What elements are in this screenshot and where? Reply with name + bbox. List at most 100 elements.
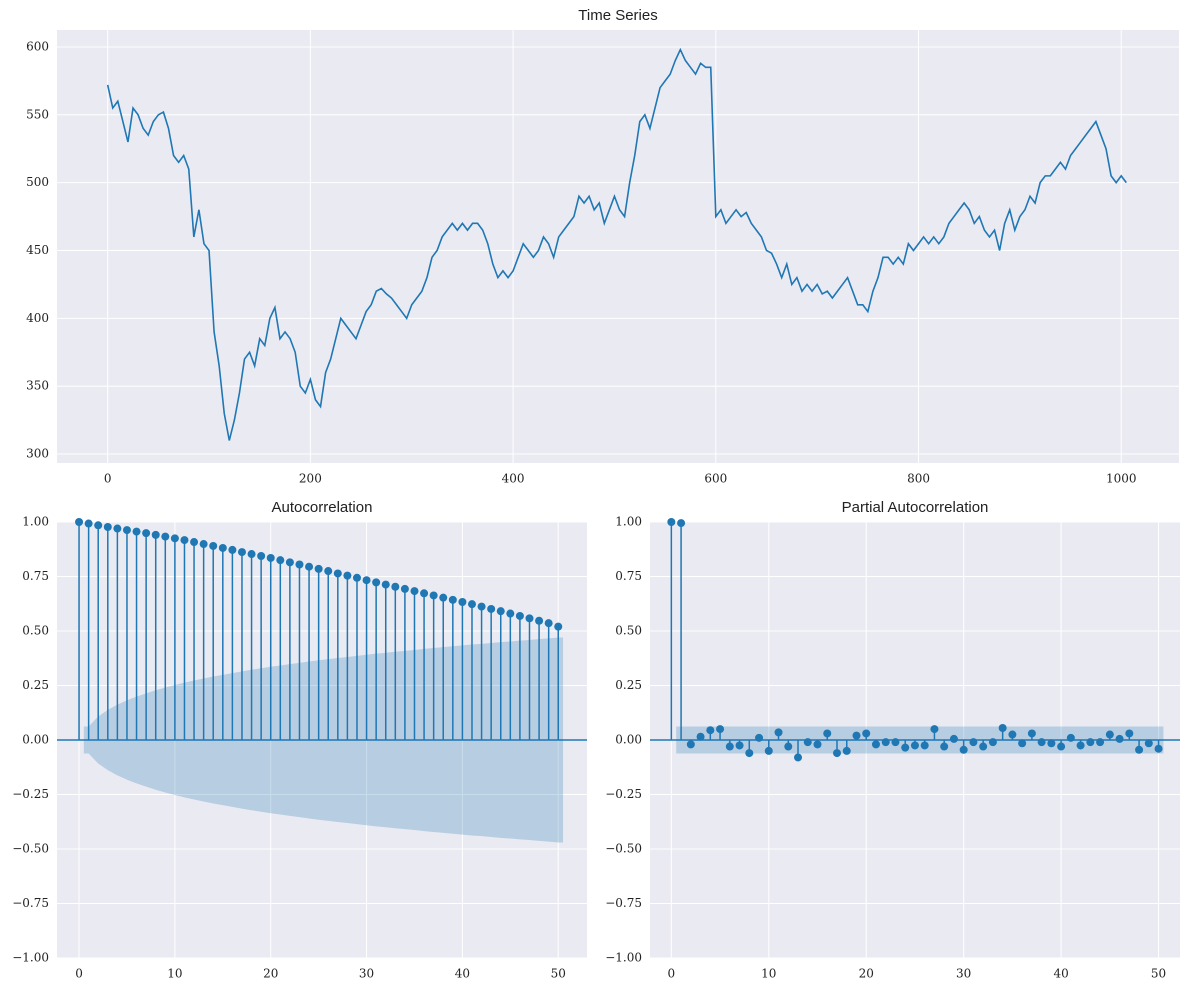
stem-marker xyxy=(132,527,141,536)
stem-marker xyxy=(1086,738,1095,747)
stem-marker xyxy=(190,538,199,547)
stem-marker xyxy=(170,534,179,543)
stem-marker xyxy=(161,532,170,541)
stem-marker xyxy=(1076,741,1085,750)
stem-marker xyxy=(420,589,429,598)
stem-marker xyxy=(515,611,524,620)
stem-marker xyxy=(774,728,783,737)
plot-area xyxy=(57,30,1179,463)
stem-marker xyxy=(852,731,861,740)
y-tick-label: −0.75 xyxy=(12,896,49,910)
chart-title: Time Series xyxy=(578,7,657,24)
stem-marker xyxy=(535,616,544,625)
y-tick-label: 300 xyxy=(26,447,49,461)
stem-marker xyxy=(1154,744,1163,753)
stem-marker xyxy=(266,553,275,562)
stem-marker xyxy=(496,607,505,616)
stem-marker xyxy=(362,576,371,585)
stem-marker xyxy=(180,536,189,545)
stem-marker xyxy=(1008,730,1017,739)
stem-marker xyxy=(429,591,438,600)
x-tick-label: 30 xyxy=(359,967,374,981)
y-tick-label: 0.00 xyxy=(615,733,642,747)
stem-marker xyxy=(333,569,342,578)
stem-marker xyxy=(881,738,890,747)
stem-marker xyxy=(901,743,910,752)
stem-marker xyxy=(381,580,390,589)
y-tick-label: 450 xyxy=(26,243,49,257)
y-tick-label: −0.25 xyxy=(605,787,642,801)
stem-marker xyxy=(667,518,676,526)
stem-marker xyxy=(862,729,871,738)
y-tick-label: −1.00 xyxy=(605,951,642,965)
stem-marker xyxy=(305,562,314,571)
stem-marker xyxy=(94,521,103,530)
y-tick-label: 0.50 xyxy=(615,624,642,638)
stem-marker xyxy=(84,519,93,528)
stem-marker xyxy=(832,749,841,758)
stem-marker xyxy=(677,519,686,528)
stem-marker xyxy=(1047,739,1056,748)
y-tick-label: 550 xyxy=(26,107,49,121)
stem-marker xyxy=(372,578,381,587)
stem-marker xyxy=(930,725,939,734)
stem-marker xyxy=(343,571,352,580)
y-tick-label: 0.50 xyxy=(22,624,49,638)
stem-marker xyxy=(237,548,246,557)
stem-marker xyxy=(467,600,476,609)
stem-marker xyxy=(842,746,851,755)
stem-marker xyxy=(735,741,744,750)
stem-marker xyxy=(151,530,160,539)
x-tick-label: 600 xyxy=(704,472,727,486)
stem-marker xyxy=(823,729,832,738)
stem-marker xyxy=(448,595,457,604)
plot-clip xyxy=(57,518,587,843)
stem-marker xyxy=(813,740,822,749)
stem-marker xyxy=(113,524,122,533)
stem-marker xyxy=(400,584,409,593)
x-tick-label: 800 xyxy=(907,472,930,486)
x-tick-label: 50 xyxy=(1151,967,1166,981)
y-tick-label: 1.00 xyxy=(22,515,49,529)
stem-marker xyxy=(103,523,112,532)
stem-marker xyxy=(487,604,496,613)
y-tick-label: −0.50 xyxy=(605,842,642,856)
y-tick-label: 0.25 xyxy=(615,678,642,692)
stem-marker xyxy=(276,556,285,565)
stem-marker xyxy=(998,724,1007,733)
stem-marker xyxy=(1125,729,1134,738)
plot-clip xyxy=(106,47,1127,441)
stem-marker xyxy=(1115,734,1124,743)
stem-marker xyxy=(1057,742,1066,751)
stem-marker xyxy=(352,573,361,582)
stem-marker xyxy=(979,742,988,751)
stem-marker xyxy=(1144,739,1153,748)
stem-marker xyxy=(228,545,237,554)
stem-marker xyxy=(544,619,553,628)
stem-marker xyxy=(199,540,208,549)
x-tick-label: 0 xyxy=(104,472,112,486)
x-tick-label: 50 xyxy=(551,967,566,981)
stem-marker xyxy=(1135,745,1144,754)
x-tick-label: 30 xyxy=(956,967,971,981)
stem-marker xyxy=(940,742,949,751)
y-tick-label: 0.75 xyxy=(615,569,642,583)
stem-marker xyxy=(706,726,715,735)
stem-marker xyxy=(1105,730,1114,739)
stem-marker xyxy=(910,741,919,750)
y-tick-label: 0.00 xyxy=(22,733,49,747)
x-tick-label: 10 xyxy=(167,967,182,981)
stem-marker xyxy=(803,738,812,747)
y-tick-label: −1.00 xyxy=(12,951,49,965)
stem-marker xyxy=(324,567,333,576)
y-tick-label: 600 xyxy=(26,39,49,53)
plot-clip xyxy=(650,518,1180,762)
stem-marker xyxy=(75,518,84,526)
x-tick-label: 10 xyxy=(761,967,776,981)
stem-marker xyxy=(1096,738,1105,747)
stem-marker xyxy=(314,564,323,573)
stem-marker xyxy=(247,550,256,559)
x-tick-label: 40 xyxy=(1053,967,1068,981)
stem-marker xyxy=(920,741,929,750)
y-tick-label: −0.75 xyxy=(605,896,642,910)
